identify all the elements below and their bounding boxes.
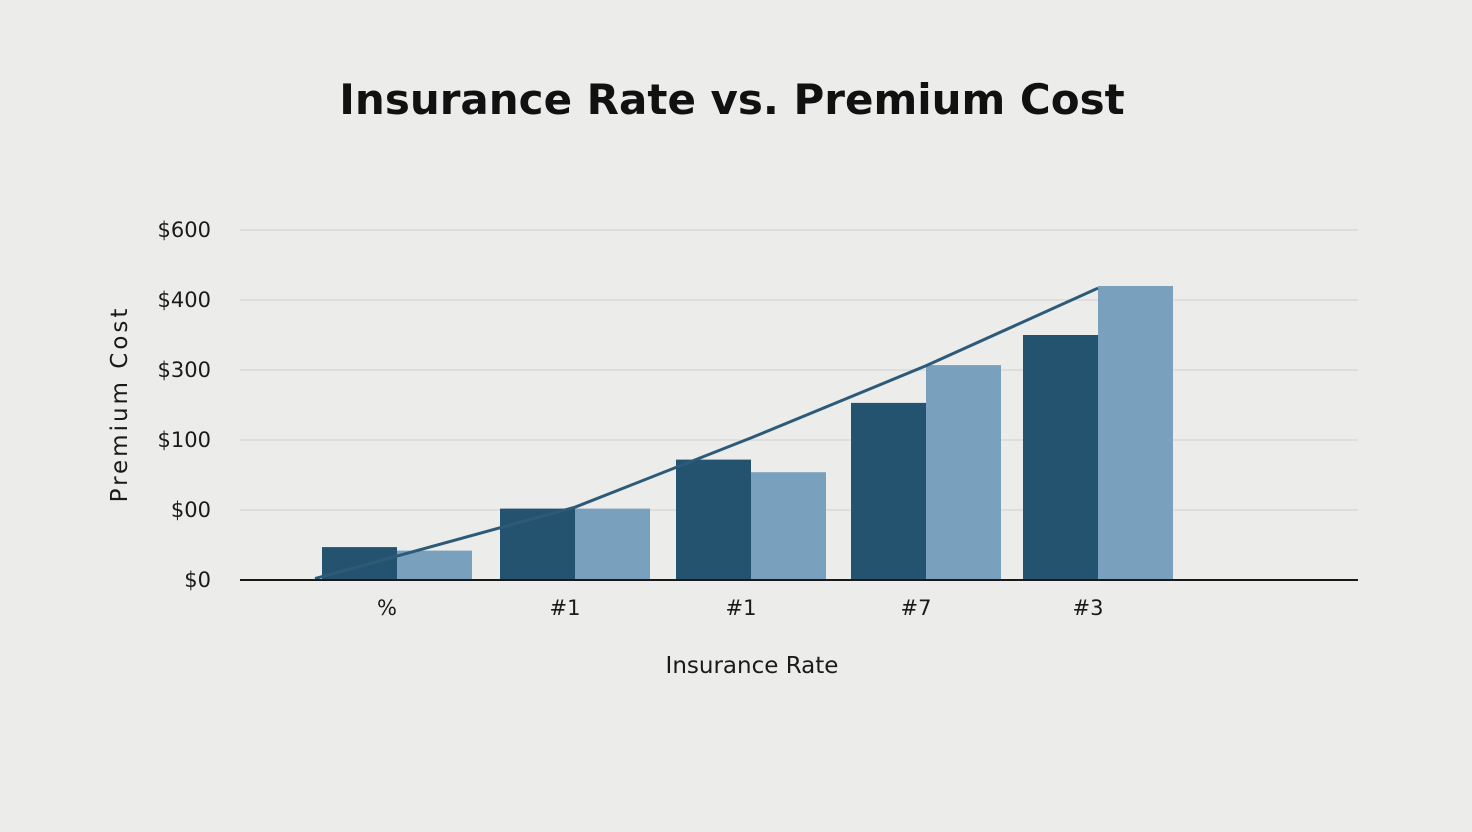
- y-tick-label: $100: [158, 428, 211, 452]
- bar-series-2: [575, 508, 650, 580]
- x-axis-title: Insurance Rate: [666, 653, 839, 679]
- x-axis-ticks: % #1 #1 #7 #3: [377, 596, 1103, 620]
- bars: [322, 286, 1173, 580]
- y-tick-label: $0: [184, 568, 211, 592]
- x-tick-label: #1: [550, 596, 581, 620]
- bar-series-1: [500, 508, 575, 580]
- x-tick-label: #3: [1073, 596, 1104, 620]
- bar-series-2: [1098, 286, 1173, 580]
- bar-series-2: [751, 472, 826, 580]
- x-tick-label: #7: [901, 596, 932, 620]
- chart-title: Insurance Rate vs. Premium Cost: [339, 75, 1124, 124]
- y-axis-title: Premium Cost: [107, 306, 133, 503]
- bar-series-2: [926, 365, 1001, 580]
- trend-line: [314, 286, 1099, 581]
- trend-line-layer: [314, 286, 1099, 581]
- y-tick-label: $300: [158, 358, 211, 382]
- y-tick-label: $600: [158, 218, 211, 242]
- bar-series-1: [1023, 335, 1098, 580]
- bar-series-2: [397, 550, 472, 580]
- y-tick-label: $00: [171, 498, 211, 522]
- bar-series-1: [676, 459, 751, 580]
- gridlines: [240, 229, 1358, 511]
- x-tick-label: #1: [726, 596, 757, 620]
- bar-series-1: [851, 402, 926, 580]
- y-axis-ticks: $0 $00 $100 $300 $400 $600: [158, 218, 211, 592]
- y-tick-label: $400: [158, 288, 211, 312]
- x-tick-label: %: [377, 596, 397, 620]
